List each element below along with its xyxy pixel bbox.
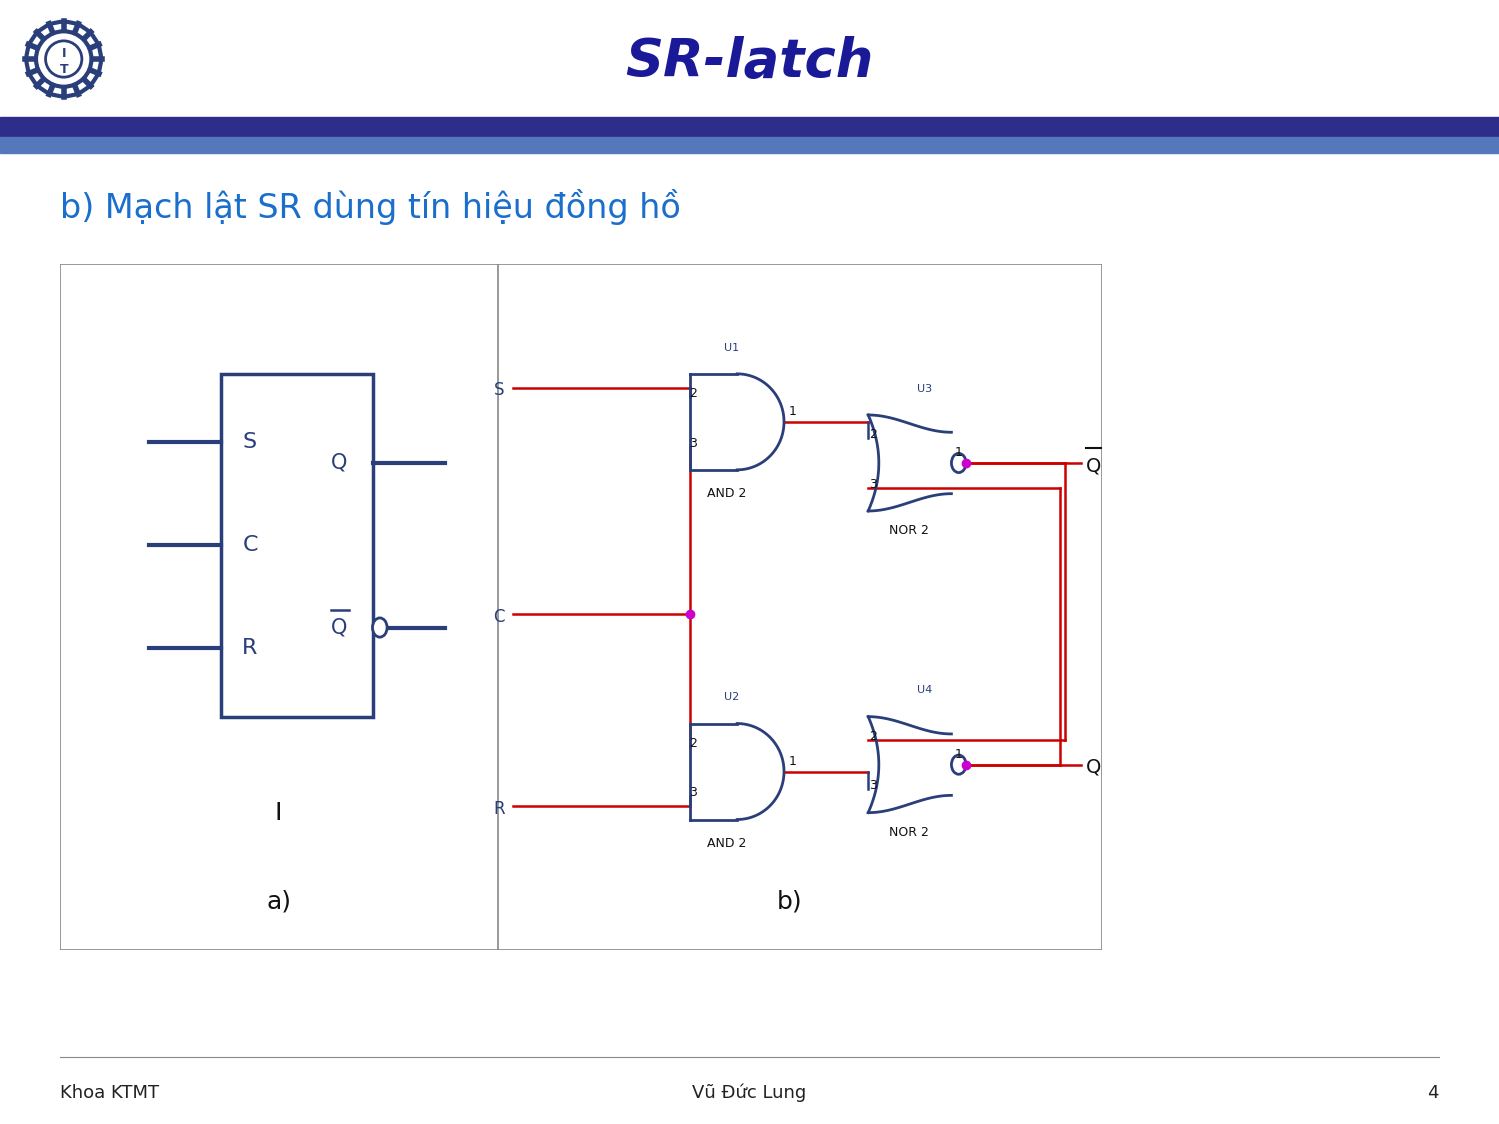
Text: 1: 1 xyxy=(788,754,796,768)
Text: S: S xyxy=(243,433,256,452)
Text: NOR 2: NOR 2 xyxy=(889,826,929,839)
Text: a): a) xyxy=(267,890,291,914)
Text: Q: Q xyxy=(331,617,348,637)
Text: 1: 1 xyxy=(955,446,962,459)
Text: I: I xyxy=(61,47,66,60)
Text: U3: U3 xyxy=(917,383,932,393)
Text: R: R xyxy=(243,638,258,658)
Text: T: T xyxy=(60,63,67,76)
Text: NOR 2: NOR 2 xyxy=(889,524,929,537)
Text: C: C xyxy=(243,535,258,555)
Text: R: R xyxy=(493,799,505,817)
Text: 2: 2 xyxy=(868,428,877,442)
Text: C: C xyxy=(493,608,505,626)
Text: b) Mạch lật SR dùng tín hiệu đồng hồ: b) Mạch lật SR dùng tín hiệu đồng hồ xyxy=(60,189,681,225)
Text: U4: U4 xyxy=(917,686,932,696)
Text: AND 2: AND 2 xyxy=(708,488,747,500)
Text: Q: Q xyxy=(331,453,348,473)
Text: U2: U2 xyxy=(724,692,739,702)
Text: 3: 3 xyxy=(868,779,877,792)
Text: 2: 2 xyxy=(690,387,697,400)
Text: I: I xyxy=(274,800,282,825)
Text: b): b) xyxy=(776,889,802,914)
Text: 1: 1 xyxy=(955,747,962,761)
Circle shape xyxy=(372,618,387,637)
Circle shape xyxy=(952,453,965,472)
Text: 3: 3 xyxy=(868,478,877,491)
Text: 1: 1 xyxy=(788,405,796,418)
Text: AND 2: AND 2 xyxy=(708,837,747,850)
Text: 2: 2 xyxy=(690,737,697,750)
Text: SR-latch: SR-latch xyxy=(625,36,874,88)
Bar xyxy=(222,374,372,717)
Text: 2: 2 xyxy=(868,729,877,743)
Text: Q: Q xyxy=(1087,456,1102,475)
Text: U1: U1 xyxy=(724,343,739,353)
Text: Q: Q xyxy=(1087,758,1102,777)
Text: S: S xyxy=(495,381,505,399)
Text: Vũ Đức Lung: Vũ Đức Lung xyxy=(693,1084,806,1102)
Text: Khoa KTMT: Khoa KTMT xyxy=(60,1084,159,1102)
Text: 3: 3 xyxy=(690,436,697,450)
Text: 3: 3 xyxy=(690,786,697,799)
Text: 4: 4 xyxy=(1427,1084,1439,1102)
Circle shape xyxy=(952,755,965,774)
